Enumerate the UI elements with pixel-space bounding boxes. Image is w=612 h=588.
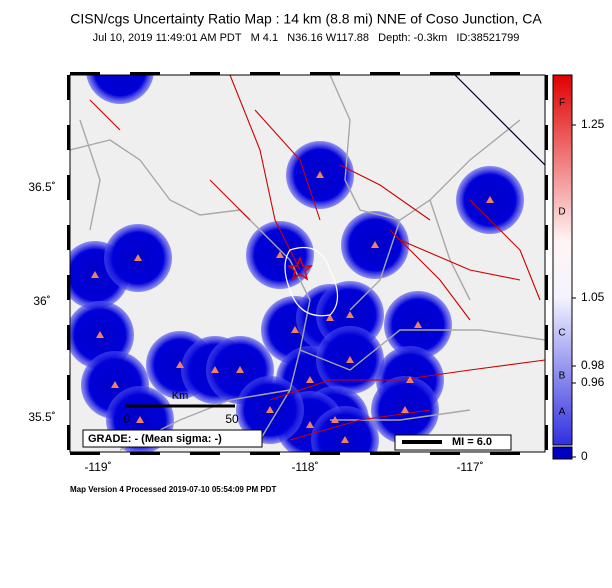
colorbar-label: 0 (581, 449, 588, 463)
title: CISN/cgs Uncertainty Ratio Map : 14 km (… (70, 11, 542, 27)
frame-tick (67, 125, 70, 150)
station (331, 416, 339, 423)
intensity-contour (284, 246, 339, 317)
colorbar-label: 0.96 (581, 375, 605, 389)
station (236, 366, 244, 373)
grade-letter: D (558, 207, 565, 218)
station (276, 251, 284, 258)
frame-tick (545, 325, 548, 350)
station (116, 66, 124, 73)
frame-tick (545, 425, 548, 450)
frame-tick (67, 75, 70, 100)
station (266, 406, 274, 413)
legend-box (394, 434, 512, 451)
station (291, 326, 299, 333)
station (211, 366, 219, 373)
frame-tick (430, 452, 460, 455)
station (96, 331, 104, 338)
frame-tick (190, 72, 220, 75)
station (316, 171, 324, 178)
station (486, 196, 494, 203)
frame-tick (130, 72, 160, 75)
map (70, 66, 545, 452)
frame-tick (70, 452, 100, 455)
footer: Map Version 4 Processed 2019-07-10 05:54… (70, 485, 276, 494)
subtitle: Jul 10, 2019 11:49:01 AM PDT M 4.1 N36.1… (93, 32, 520, 44)
frame-tick (545, 225, 548, 250)
frame-tick (190, 452, 220, 455)
lon-label: -117˚ (456, 460, 483, 474)
station (346, 311, 354, 318)
frame-tick (490, 72, 520, 75)
station (341, 436, 349, 443)
frame-tick (67, 425, 70, 450)
grade-letter: C (558, 328, 565, 339)
lat-label: 36˚ (33, 294, 50, 308)
station (91, 271, 99, 278)
station (406, 376, 414, 383)
map-frame (69, 74, 546, 453)
lon-label: -119˚ (84, 460, 111, 474)
colorbar (552, 74, 573, 446)
grade-box (82, 429, 263, 448)
frame-tick (490, 452, 520, 455)
epicenter (286, 255, 314, 281)
station-area (86, 75, 154, 104)
frame-tick (545, 375, 548, 400)
frame-tick (545, 75, 548, 100)
colorbar-label: 1.25 (581, 117, 605, 131)
frame-tick (67, 275, 70, 300)
legend-text: MI = 6.0 (452, 436, 492, 448)
frame-tick (545, 125, 548, 150)
frame-tick (310, 72, 340, 75)
frame-tick (310, 452, 340, 455)
colorbar-label: 1.05 (581, 290, 605, 304)
frame-tick (430, 72, 460, 75)
station (371, 241, 379, 248)
frame-tick (70, 72, 100, 75)
frame-tick (250, 72, 280, 75)
grade-letter: B (559, 371, 566, 382)
station (326, 314, 334, 321)
station (111, 381, 119, 388)
grade-text: GRADE: - (Mean sigma: -) (88, 433, 222, 445)
frame-tick (370, 452, 400, 455)
frame-tick (67, 225, 70, 250)
station (346, 356, 354, 363)
scale-unit: Km (172, 390, 189, 402)
frame-tick (67, 175, 70, 200)
station (414, 321, 422, 328)
station (401, 406, 409, 413)
frame-tick (250, 452, 280, 455)
frame-tick (67, 325, 70, 350)
station (306, 376, 314, 383)
frame-tick (130, 452, 160, 455)
frame-tick (545, 275, 548, 300)
frame-tick (545, 175, 548, 200)
grade-letter: F (559, 98, 565, 109)
station (306, 421, 314, 428)
lon-label: -118˚ (291, 460, 318, 474)
scale-label: 0 (124, 412, 131, 426)
colorbar-low (552, 446, 573, 460)
lat-label: 36.5˚ (28, 180, 55, 194)
frame-tick (370, 72, 400, 75)
scale-label: 50 (225, 412, 239, 426)
station (134, 254, 142, 261)
frame-tick (67, 375, 70, 400)
station-area (311, 406, 379, 452)
station (136, 416, 144, 423)
station (176, 361, 184, 368)
lat-label: 35.5˚ (28, 410, 55, 424)
grade-letter: A (559, 407, 566, 418)
colorbar-label: 0.98 (581, 358, 605, 372)
